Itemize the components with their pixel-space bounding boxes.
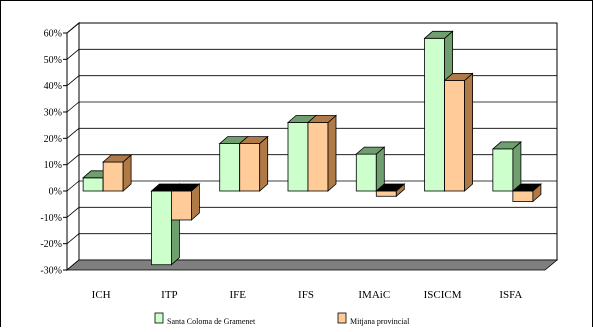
bar-series1-IMAiC bbox=[355, 146, 386, 192]
bar-series2-ISCICM-top bbox=[443, 73, 474, 81]
bar-series2-IMAiC bbox=[375, 183, 406, 198]
bar-series2-ICH-front bbox=[102, 161, 124, 192]
bar-series2-IFE-side bbox=[259, 135, 269, 192]
gridline bbox=[66, 48, 557, 60]
side-wall bbox=[66, 21, 80, 272]
bar-series2-ITP-top bbox=[170, 183, 201, 192]
gridline bbox=[66, 180, 557, 192]
bar-series2-IMAiC-front bbox=[375, 190, 397, 197]
bar-series2-ISCICM bbox=[443, 72, 474, 192]
gridline bbox=[66, 101, 557, 113]
bar-series1-IMAiC-side bbox=[375, 146, 385, 192]
gridline bbox=[66, 127, 557, 139]
bar-series2-ISFA-front bbox=[512, 190, 534, 202]
y-tick-label: 30% bbox=[44, 108, 62, 119]
bar-series1-ISCICM-top bbox=[423, 30, 454, 39]
bar-series1-IFS-front bbox=[287, 122, 309, 192]
bar-series2-ICH-top bbox=[102, 154, 133, 163]
gridline bbox=[66, 22, 557, 34]
bar-series1-IMAiC-front bbox=[355, 153, 377, 192]
legend-swatch bbox=[154, 312, 164, 324]
x-tick-label: ICH bbox=[92, 289, 111, 301]
x-tick-label: IFS bbox=[298, 289, 314, 301]
y-tick-label: 50% bbox=[44, 55, 62, 66]
x-tick-label: IMAiC bbox=[358, 289, 390, 301]
y-tick-label: 40% bbox=[44, 81, 62, 92]
bar-series2-ISCICM-side bbox=[464, 72, 474, 192]
bar-series2-ITP bbox=[170, 183, 201, 221]
bar-series2-IFS bbox=[306, 114, 338, 192]
gridline bbox=[66, 75, 557, 87]
bar-series2-ICH bbox=[102, 154, 133, 192]
x-tick-label: ITP bbox=[161, 289, 178, 301]
bar-series2-IFS-side bbox=[327, 114, 337, 192]
y-tick-label: -10% bbox=[40, 213, 62, 224]
legend-label: Santa Coloma de Gramenet bbox=[167, 317, 256, 326]
bar-series2-IFE-front bbox=[239, 143, 261, 192]
bar-series1-IFE-front bbox=[219, 143, 241, 192]
x-tick-label: ISCICM bbox=[424, 289, 462, 301]
y-tick-label: 60% bbox=[44, 29, 62, 40]
bar-series2-IFE bbox=[238, 135, 269, 192]
bar-series2-IFS-front bbox=[307, 122, 329, 192]
bar-series1-ISCICM-front bbox=[424, 37, 445, 192]
bar-series1-ICH-front bbox=[82, 177, 104, 192]
floor bbox=[65, 259, 559, 271]
legend-label: Mitjana provincial bbox=[350, 317, 410, 326]
y-tick-label: 10% bbox=[44, 160, 62, 171]
bar-series2-ISCICM-front bbox=[444, 80, 465, 192]
bar-series1-ISFA-side bbox=[512, 141, 522, 192]
bar-series2-IMAiC-top bbox=[375, 183, 406, 192]
y-tick-label: -30% bbox=[40, 266, 62, 277]
bar-series2-IFE-top bbox=[238, 136, 269, 145]
x-tick-label: IFE bbox=[229, 289, 246, 301]
bar-series2-ITP-front bbox=[171, 190, 192, 221]
bar-series1-ISFA bbox=[491, 141, 522, 192]
gridline bbox=[66, 233, 557, 245]
bar-series1-IMAiC-top bbox=[355, 146, 386, 155]
y-tick-label: -20% bbox=[40, 239, 62, 250]
bar-series2-IFS-top bbox=[306, 115, 338, 123]
y-tick-label: 20% bbox=[44, 134, 62, 145]
gridline bbox=[66, 206, 557, 218]
bar-series1-ISFA-front bbox=[492, 148, 514, 192]
legend-swatch bbox=[337, 312, 347, 324]
bar-series2-ISFA-top bbox=[511, 183, 542, 192]
bar-series2-ISFA bbox=[511, 183, 542, 203]
bar-series1-ISFA-top bbox=[491, 141, 522, 150]
x-tick-label: ISFA bbox=[499, 289, 522, 301]
bar-series1-ITP-front bbox=[151, 190, 172, 266]
gridline bbox=[66, 154, 557, 166]
y-tick-label: 0% bbox=[49, 187, 62, 198]
